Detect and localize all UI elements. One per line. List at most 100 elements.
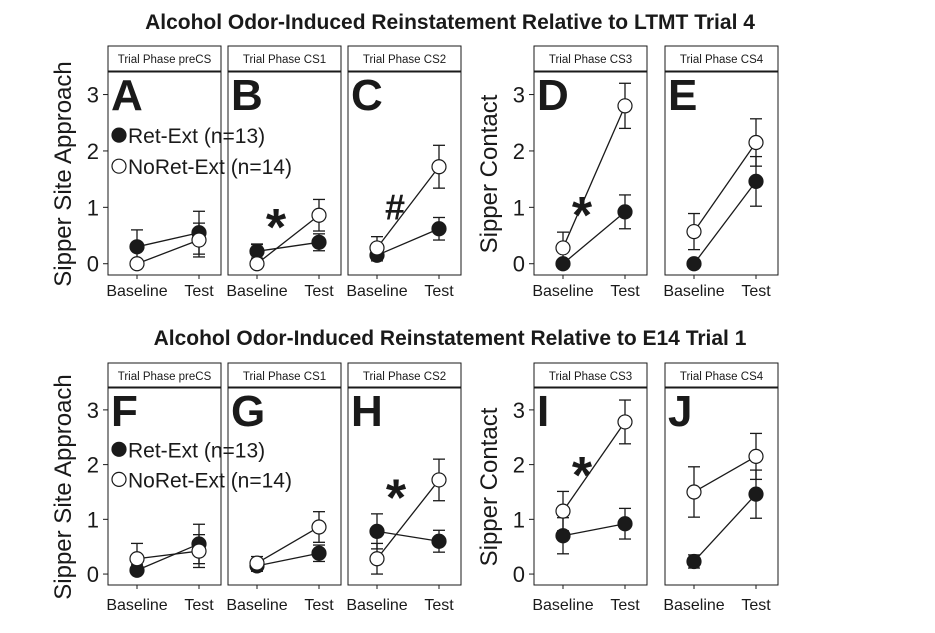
data-point bbox=[311, 234, 327, 250]
data-point bbox=[431, 533, 447, 549]
x-tick-label: Baseline bbox=[532, 597, 593, 614]
panel-frame bbox=[533, 387, 648, 586]
series-line bbox=[376, 166, 440, 249]
data-point bbox=[617, 98, 633, 114]
data-point bbox=[686, 553, 702, 570]
panel-strip bbox=[664, 362, 779, 388]
panel-h: Trial Phase CS2 H Baseline Test * bbox=[346, 362, 462, 614]
legends-layer: Ret-Ext (n=13)NoRet-Ext (n=14)Ret-Ext (n… bbox=[111, 125, 292, 492]
data-point bbox=[311, 545, 327, 561]
y-tick-label: 0 bbox=[513, 252, 525, 277]
series-noret-ext bbox=[686, 432, 764, 518]
panel-strip-label: Trial Phase CS3 bbox=[549, 371, 632, 383]
series-line bbox=[562, 105, 626, 249]
x-tick-label: Test bbox=[424, 597, 454, 614]
legend-marker-ret bbox=[111, 127, 127, 143]
series-noret-ext bbox=[555, 399, 633, 532]
panel-letter: C bbox=[351, 71, 383, 120]
y-tick-label: 1 bbox=[87, 507, 99, 532]
data-point bbox=[369, 523, 385, 539]
panel-frame bbox=[347, 71, 462, 276]
panel-j: Trial Phase CS4 J Baseline Test bbox=[663, 362, 779, 614]
x-tick-label: Baseline bbox=[346, 597, 407, 614]
series-line bbox=[136, 550, 200, 560]
series-line bbox=[562, 211, 626, 265]
x-tick-label: Baseline bbox=[106, 597, 167, 614]
series-line bbox=[256, 214, 320, 265]
y-tick-label: 1 bbox=[87, 195, 99, 220]
panel-letter: D bbox=[537, 71, 569, 120]
data-point bbox=[555, 240, 571, 256]
legend-label-noret: NoRet-Ext (n=14) bbox=[128, 469, 292, 492]
series-line bbox=[562, 523, 626, 537]
series-noret-ext bbox=[555, 82, 633, 265]
x-tick-label: Test bbox=[184, 283, 214, 300]
panel-frame bbox=[533, 71, 648, 276]
x-tick-label: Baseline bbox=[346, 283, 407, 300]
data-point bbox=[617, 414, 633, 430]
series-ret-ext bbox=[369, 513, 447, 553]
x-tick-label: Test bbox=[424, 283, 454, 300]
panel-strip bbox=[347, 362, 462, 388]
y-tick-label: 0 bbox=[87, 252, 99, 277]
y-tick-label: 1 bbox=[513, 507, 525, 532]
panel-strip bbox=[533, 362, 648, 388]
x-tick-label: Baseline bbox=[663, 283, 724, 300]
series-line bbox=[562, 421, 626, 512]
x-tick-label: Test bbox=[184, 597, 214, 614]
panel-strip-label: Trial Phase CS1 bbox=[243, 54, 326, 66]
legend-label-ret: Ret-Ext (n=13) bbox=[128, 439, 265, 462]
data-point bbox=[249, 555, 265, 571]
panel-frame bbox=[347, 387, 462, 586]
data-point bbox=[617, 204, 633, 220]
series-noret-ext bbox=[686, 118, 764, 251]
title-top: Alcohol Odor-Induced Reinstatement Relat… bbox=[145, 11, 755, 34]
data-point bbox=[129, 256, 145, 272]
significance-marker: * bbox=[572, 187, 593, 245]
title-bottom: Alcohol Odor-Induced Reinstatement Relat… bbox=[154, 327, 747, 350]
y-tick-label: 3 bbox=[513, 83, 525, 108]
series-line bbox=[136, 232, 200, 248]
series-line bbox=[376, 228, 440, 256]
data-point bbox=[555, 503, 571, 519]
x-tick-label: Test bbox=[304, 283, 334, 300]
panel-strip bbox=[347, 45, 462, 72]
series-line bbox=[256, 526, 320, 564]
ylabel-left-top: Sipper Site Approach bbox=[50, 61, 77, 286]
panel-strip-label: Trial Phase CS2 bbox=[363, 54, 446, 66]
data-point bbox=[129, 551, 145, 567]
series-line bbox=[693, 455, 757, 493]
data-point bbox=[431, 472, 447, 488]
data-point bbox=[369, 551, 385, 567]
series-line bbox=[693, 181, 757, 265]
panel-strip-label: Trial Phase CS1 bbox=[243, 371, 326, 383]
series-noret-ext bbox=[249, 511, 327, 571]
panel-frame bbox=[664, 71, 779, 276]
y-tick-label: 2 bbox=[87, 453, 99, 478]
panel-a: Trial Phase preCS A 0 1 2 3 Baseline Test bbox=[87, 45, 222, 300]
panel-strip bbox=[227, 45, 342, 72]
x-tick-label: Baseline bbox=[663, 597, 724, 614]
y-tick-label: 3 bbox=[87, 398, 99, 423]
panel-strip-label: Trial Phase preCS bbox=[118, 371, 212, 383]
series-line bbox=[136, 543, 200, 571]
data-point bbox=[686, 484, 702, 500]
panel-strip bbox=[533, 45, 648, 72]
ylabel-left-bottom: Sipper Site Approach bbox=[50, 374, 77, 599]
y-tick-label: 2 bbox=[87, 139, 99, 164]
data-point bbox=[191, 232, 207, 248]
panel-strip bbox=[107, 362, 222, 388]
panel-frame bbox=[107, 71, 222, 276]
significance-marker: # bbox=[385, 187, 405, 228]
data-point bbox=[686, 256, 702, 272]
significance-marker: * bbox=[572, 447, 593, 505]
data-point bbox=[748, 134, 764, 151]
data-point bbox=[129, 239, 145, 255]
x-tick-label: Test bbox=[741, 283, 771, 300]
panel-letter: E bbox=[668, 71, 697, 120]
data-point bbox=[311, 207, 327, 223]
legend: Ret-Ext (n=13) NoRet-Ext (n=14) bbox=[111, 125, 292, 179]
